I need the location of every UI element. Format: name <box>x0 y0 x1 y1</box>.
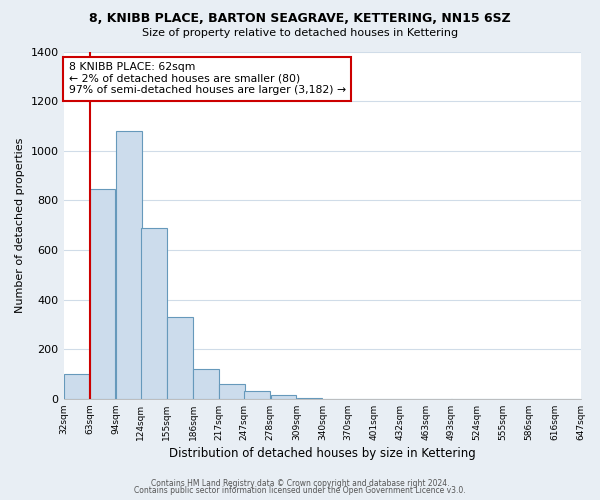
Text: 8 KNIBB PLACE: 62sqm
← 2% of detached houses are smaller (80)
97% of semi-detach: 8 KNIBB PLACE: 62sqm ← 2% of detached ho… <box>69 62 346 95</box>
Text: 8, KNIBB PLACE, BARTON SEAGRAVE, KETTERING, NN15 6SZ: 8, KNIBB PLACE, BARTON SEAGRAVE, KETTERI… <box>89 12 511 26</box>
Bar <box>141 228 167 399</box>
Bar <box>167 317 193 399</box>
Bar <box>296 398 322 399</box>
Bar <box>271 395 296 399</box>
Text: Contains public sector information licensed under the Open Government Licence v3: Contains public sector information licen… <box>134 486 466 495</box>
Bar <box>244 392 270 399</box>
Text: Contains HM Land Registry data © Crown copyright and database right 2024.: Contains HM Land Registry data © Crown c… <box>151 478 449 488</box>
Bar <box>90 189 115 399</box>
Y-axis label: Number of detached properties: Number of detached properties <box>15 138 25 313</box>
Text: Size of property relative to detached houses in Kettering: Size of property relative to detached ho… <box>142 28 458 38</box>
X-axis label: Distribution of detached houses by size in Kettering: Distribution of detached houses by size … <box>169 447 475 460</box>
Bar <box>116 131 142 399</box>
Bar <box>219 384 245 399</box>
Bar <box>193 369 219 399</box>
Bar <box>64 374 89 399</box>
